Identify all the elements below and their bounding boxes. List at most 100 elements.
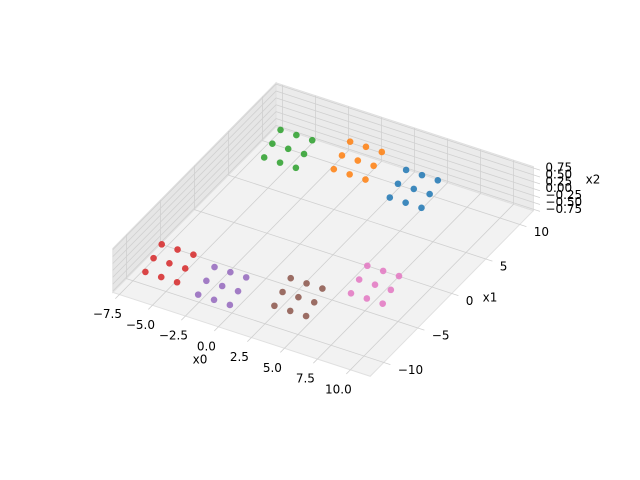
point — [271, 302, 278, 310]
point — [218, 282, 226, 290]
tick-mark — [115, 294, 120, 299]
grid-line — [228, 174, 486, 260]
y-tick-label: −5 — [432, 328, 450, 342]
labels: x0 x1 x2 −7.5 −5.0 −2.5 0.0 2.5 5.0 7.5 10.0 −10… — [93, 161, 601, 397]
point — [166, 260, 173, 267]
grid-line — [112, 118, 277, 285]
point — [346, 138, 354, 145]
y-tick-label: 5 — [500, 259, 508, 273]
point — [362, 143, 370, 151]
point — [426, 190, 433, 198]
point — [308, 136, 316, 144]
z-tick-label: 0.00 — [545, 181, 572, 195]
point — [284, 145, 292, 153]
tick-mark — [313, 358, 318, 364]
point — [418, 171, 426, 179]
point — [226, 301, 234, 309]
point — [300, 150, 308, 158]
grid-line — [112, 83, 277, 251]
tick-mark — [533, 188, 541, 192]
point — [279, 288, 286, 296]
point — [387, 286, 395, 294]
point — [194, 291, 202, 298]
points — [142, 126, 442, 320]
point — [157, 273, 165, 281]
point — [354, 157, 362, 164]
point — [158, 241, 166, 248]
tick-mark — [148, 305, 153, 310]
grid-line — [275, 83, 534, 169]
point — [210, 296, 218, 304]
point — [286, 307, 294, 315]
point — [319, 285, 326, 292]
y-tick-label: 10 — [534, 225, 549, 239]
y-tick-label: −10 — [398, 363, 423, 377]
x-tick-label: −2.5 — [159, 329, 188, 343]
point — [269, 140, 276, 147]
grid-line — [160, 243, 418, 329]
point — [330, 165, 338, 173]
x-tick-label: 7.5 — [296, 372, 315, 386]
y-tick-label: 0 — [466, 294, 474, 308]
point — [295, 293, 302, 301]
grid-line — [275, 97, 534, 183]
tick-mark — [383, 362, 391, 365]
point — [395, 272, 403, 280]
point — [277, 126, 284, 134]
tick-mark — [533, 167, 541, 171]
z-tick-label: 0.75 — [545, 161, 572, 175]
point — [150, 254, 157, 262]
point — [302, 312, 310, 320]
point — [364, 262, 371, 270]
grid-line — [112, 111, 277, 278]
tick-mark — [533, 174, 541, 178]
grid-line — [126, 278, 384, 363]
x-tick-label: 2.5 — [230, 350, 249, 364]
tick-mark — [346, 369, 351, 375]
z-tick-label: 0.50 — [545, 167, 572, 181]
tick-mark — [247, 337, 252, 342]
grid-line — [112, 97, 277, 264]
point — [173, 278, 181, 286]
x-tick-label: 5.0 — [263, 361, 282, 375]
grid-line — [275, 111, 534, 196]
point — [363, 295, 371, 302]
point — [434, 176, 442, 184]
tick-mark — [451, 293, 459, 296]
point — [346, 171, 353, 178]
point — [174, 246, 181, 253]
point — [242, 274, 250, 281]
y-axis-label: x1 — [483, 291, 498, 305]
point — [142, 268, 149, 276]
point — [402, 166, 410, 174]
x-tick-label: 10.0 — [325, 382, 352, 396]
tick-mark — [485, 258, 493, 262]
point — [379, 267, 387, 275]
point — [234, 287, 242, 295]
point — [402, 199, 409, 206]
point — [355, 276, 363, 283]
point — [181, 265, 189, 272]
point — [310, 299, 318, 306]
point — [347, 290, 355, 297]
z-tick-label: −0.75 — [545, 202, 582, 216]
tick-mark — [519, 224, 527, 227]
tick-mark — [533, 195, 541, 199]
point — [362, 176, 369, 183]
point — [260, 154, 268, 161]
point — [203, 277, 210, 285]
point — [190, 251, 197, 258]
tick-mark — [533, 181, 541, 185]
grid — [112, 83, 541, 375]
z-tick-label: −0.50 — [545, 195, 582, 209]
x-tick-label: −5.0 — [126, 318, 155, 332]
point — [410, 185, 418, 193]
point — [227, 268, 234, 276]
grid-line — [112, 90, 277, 257]
point — [370, 162, 377, 170]
tick-mark — [181, 315, 186, 321]
point — [418, 204, 425, 212]
point — [292, 164, 300, 172]
point — [386, 194, 394, 201]
